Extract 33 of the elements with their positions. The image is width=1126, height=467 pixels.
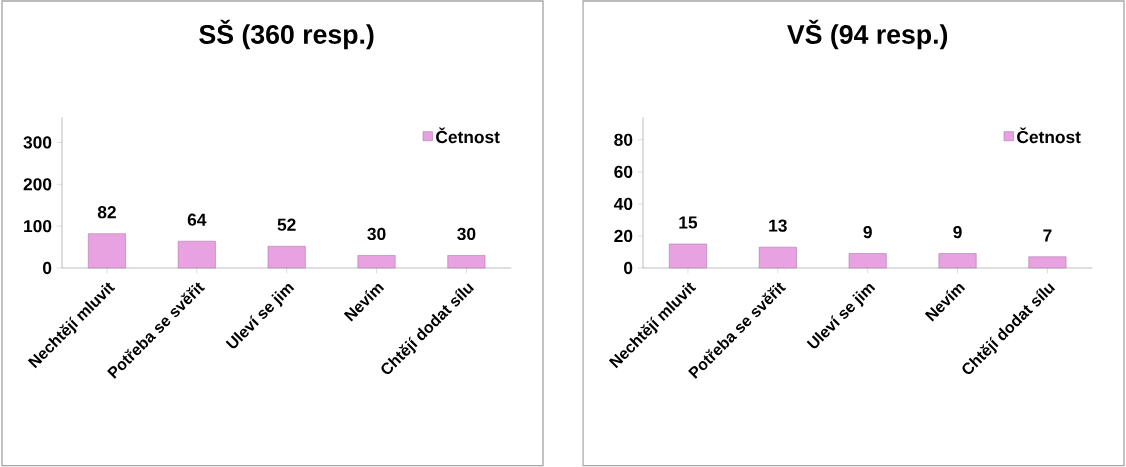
y-tick-label: 300 (23, 136, 52, 149)
y-tick-label: 20 (614, 229, 633, 243)
data-label: 30 (457, 227, 476, 241)
y-tick-label: 0 (43, 261, 52, 275)
data-label: 64 (187, 213, 207, 226)
bar (447, 255, 486, 269)
chart-title: SŠ (360 resp.) (199, 19, 374, 50)
chart-title: VŠ (94 resp.) (787, 19, 948, 50)
bar (1028, 256, 1067, 269)
bar (267, 245, 306, 269)
bar (88, 233, 126, 269)
bar (758, 246, 797, 269)
legend-label: Četnost (1017, 127, 1081, 144)
data-label: 9 (863, 225, 872, 239)
y-tick-label: 200 (23, 178, 52, 191)
bar (669, 243, 707, 269)
data-label: 13 (769, 219, 787, 232)
y-tick-label: 0 (624, 261, 633, 275)
data-label: 9 (953, 225, 962, 239)
bar (848, 253, 887, 269)
y-tick-label: 60 (614, 165, 633, 178)
data-label: 7 (1043, 229, 1052, 242)
y-tick-label: 100 (24, 220, 52, 233)
data-label: 15 (679, 216, 698, 229)
legend-label: Četnost (436, 127, 500, 144)
data-label: 52 (277, 218, 296, 231)
y-tick-label: 40 (613, 197, 633, 211)
data-label: 82 (97, 206, 116, 219)
bar (177, 240, 216, 269)
bar (357, 255, 396, 269)
bar (938, 253, 977, 269)
y-tick-label: 80 (614, 133, 633, 146)
data-label: 30 (367, 227, 386, 241)
